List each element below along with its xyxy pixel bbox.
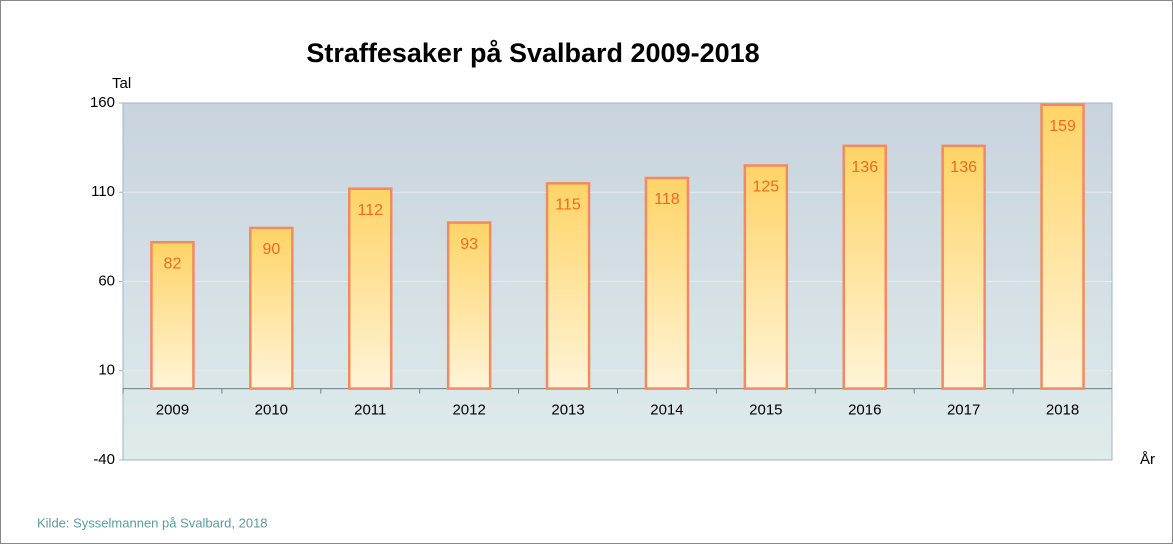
bar xyxy=(743,164,789,390)
value-label: 112 xyxy=(357,202,383,219)
bar xyxy=(842,144,887,390)
x-tick-label: 2012 xyxy=(452,402,485,419)
value-label: 118 xyxy=(654,191,680,208)
x-tick-label: 2009 xyxy=(156,402,189,419)
bar xyxy=(545,182,591,390)
y-tick-label: 110 xyxy=(91,183,115,200)
x-tick-label: 2011 xyxy=(354,402,386,419)
value-label: 125 xyxy=(752,179,779,196)
y-tick-label: 60 xyxy=(98,272,115,289)
y-axis-label: Tal xyxy=(112,75,131,92)
bar xyxy=(150,240,195,390)
value-label: 115 xyxy=(555,197,581,214)
source: Kilde: Sysselmannen på Svalbard, 2018 xyxy=(37,515,268,530)
x-axis-label: År xyxy=(1140,451,1155,468)
x-tick-label: 2016 xyxy=(848,402,881,419)
value-label: 82 xyxy=(164,255,182,272)
y-tick-label: 10 xyxy=(98,362,115,379)
y-tick-label: -40 xyxy=(93,451,115,468)
value-label: 136 xyxy=(851,159,878,176)
x-tick-label: 2014 xyxy=(650,402,683,419)
value-label: 136 xyxy=(950,159,977,176)
value-label: 159 xyxy=(1049,118,1076,135)
chart-title: Straffesaker på Svalbard 2009-2018 xyxy=(306,38,759,68)
value-label: 93 xyxy=(460,236,478,253)
bar xyxy=(446,221,492,390)
bar xyxy=(644,176,690,390)
x-tick-label: 2017 xyxy=(947,402,980,419)
bar xyxy=(941,144,986,390)
value-label: 90 xyxy=(262,241,280,258)
x-tick-label: 2013 xyxy=(551,402,584,419)
x-tick-label: 2010 xyxy=(255,402,288,419)
x-tick-label: 2018 xyxy=(1046,402,1079,419)
x-tick-label: 2015 xyxy=(749,402,782,419)
bar xyxy=(1040,103,1085,390)
bar xyxy=(249,226,294,390)
y-tick-label: 160 xyxy=(90,94,115,111)
bar xyxy=(348,187,393,390)
